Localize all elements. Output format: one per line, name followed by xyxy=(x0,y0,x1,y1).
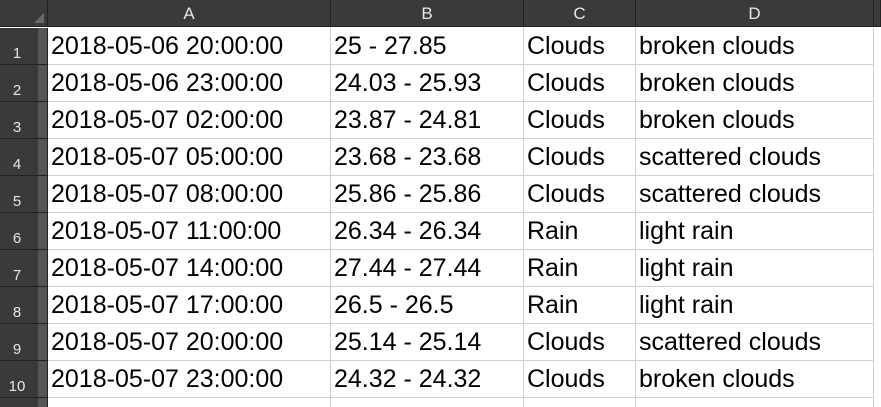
row-number: 2 xyxy=(12,82,22,99)
cell-c1[interactable]: Clouds xyxy=(524,28,636,65)
row-header-6[interactable]: 6 xyxy=(0,213,48,250)
cell-a7[interactable]: 2018-05-07 14:00:00 xyxy=(48,250,331,287)
row-header-bar xyxy=(38,28,47,64)
cell-b4[interactable]: 23.68 - 23.68 xyxy=(331,139,524,176)
cell-a2[interactable]: 2018-05-06 23:00:00 xyxy=(48,65,331,102)
column-header-c[interactable]: C xyxy=(524,0,636,27)
row-header-4[interactable]: 4 xyxy=(0,139,48,176)
cell-c4[interactable]: Clouds xyxy=(524,139,636,176)
cell-c10[interactable]: Clouds xyxy=(524,361,636,398)
cell-d6[interactable]: light rain xyxy=(636,213,874,250)
column-header-d[interactable]: D xyxy=(636,0,874,27)
row-header-10[interactable]: 10 xyxy=(0,361,48,398)
row-number: 5 xyxy=(12,193,22,210)
cell-d9[interactable]: scattered clouds xyxy=(636,324,874,361)
cell-b5[interactable]: 25.86 - 25.86 xyxy=(331,176,524,213)
cell-b2[interactable]: 24.03 - 25.93 xyxy=(331,65,524,102)
column-header-filler xyxy=(874,0,881,27)
cell-a1[interactable]: 2018-05-06 20:00:00 xyxy=(48,28,331,65)
row-header-bar xyxy=(38,398,47,407)
row-number: 7 xyxy=(12,267,22,284)
row-header-8[interactable]: 8 xyxy=(0,287,48,324)
cell-partial[interactable] xyxy=(331,398,524,407)
cell-a3[interactable]: 2018-05-07 02:00:00 xyxy=(48,102,331,139)
cell-b10[interactable]: 24.32 - 24.32 xyxy=(331,361,524,398)
column-header-b[interactable]: B xyxy=(331,0,524,27)
row-header-bar xyxy=(38,102,47,138)
cell-partial[interactable] xyxy=(48,398,331,407)
cell-c6[interactable]: Rain xyxy=(524,213,636,250)
cell-b9[interactable]: 25.14 - 25.14 xyxy=(331,324,524,361)
cell-c7[interactable]: Rain xyxy=(524,250,636,287)
cell-a6[interactable]: 2018-05-07 11:00:00 xyxy=(48,213,331,250)
cell-c3[interactable]: Clouds xyxy=(524,102,636,139)
cell-a4[interactable]: 2018-05-07 05:00:00 xyxy=(48,139,331,176)
row-header-bar xyxy=(38,324,47,360)
cell-b7[interactable]: 27.44 - 27.44 xyxy=(331,250,524,287)
row-header-bar xyxy=(38,176,47,212)
row-header-bar xyxy=(38,250,47,286)
row-number: 9 xyxy=(12,341,22,358)
row-header-bar xyxy=(38,65,47,101)
row-number: 3 xyxy=(12,119,22,136)
row-header-7[interactable]: 7 xyxy=(0,250,48,287)
cell-partial[interactable] xyxy=(636,398,874,407)
row-header-bar xyxy=(38,287,47,323)
row-number: 10 xyxy=(8,378,26,395)
row-header-5[interactable]: 5 xyxy=(0,176,48,213)
cell-d10[interactable]: broken clouds xyxy=(636,361,874,398)
cell-b8[interactable]: 26.5 - 26.5 xyxy=(331,287,524,324)
cell-a8[interactable]: 2018-05-07 17:00:00 xyxy=(48,287,331,324)
row-number: 8 xyxy=(12,304,22,321)
cell-d4[interactable]: scattered clouds xyxy=(636,139,874,176)
row-header-bar xyxy=(38,213,47,249)
row-number: 6 xyxy=(12,230,22,247)
cell-d3[interactable]: broken clouds xyxy=(636,102,874,139)
select-all-corner[interactable] xyxy=(0,0,48,27)
cell-b1[interactable]: 25 - 27.85 xyxy=(331,28,524,65)
row-header-2[interactable]: 2 xyxy=(0,65,48,102)
cell-d5[interactable]: scattered clouds xyxy=(636,176,874,213)
row-header-1[interactable]: 1 xyxy=(0,28,48,65)
row-header-partial[interactable] xyxy=(0,398,48,407)
column-header-a[interactable]: A xyxy=(48,0,331,27)
cell-c2[interactable]: Clouds xyxy=(524,65,636,102)
cell-a9[interactable]: 2018-05-07 20:00:00 xyxy=(48,324,331,361)
cell-c8[interactable]: Rain xyxy=(524,287,636,324)
cell-a10[interactable]: 2018-05-07 23:00:00 xyxy=(48,361,331,398)
cell-a5[interactable]: 2018-05-07 08:00:00 xyxy=(48,176,331,213)
cell-d7[interactable]: light rain xyxy=(636,250,874,287)
cell-d1[interactable]: broken clouds xyxy=(636,28,874,65)
cell-c9[interactable]: Clouds xyxy=(524,324,636,361)
row-header-bar xyxy=(38,139,47,175)
row-header-9[interactable]: 9 xyxy=(0,324,48,361)
cell-d8[interactable]: light rain xyxy=(636,287,874,324)
row-number: 1 xyxy=(12,45,22,62)
cell-partial[interactable] xyxy=(524,398,636,407)
row-header-bar xyxy=(38,361,47,397)
row-header-3[interactable]: 3 xyxy=(0,102,48,139)
row-number: 4 xyxy=(12,156,22,173)
cell-b6[interactable]: 26.34 - 26.34 xyxy=(331,213,524,250)
cell-d2[interactable]: broken clouds xyxy=(636,65,874,102)
cell-b3[interactable]: 23.87 - 24.81 xyxy=(331,102,524,139)
cell-c5[interactable]: Clouds xyxy=(524,176,636,213)
